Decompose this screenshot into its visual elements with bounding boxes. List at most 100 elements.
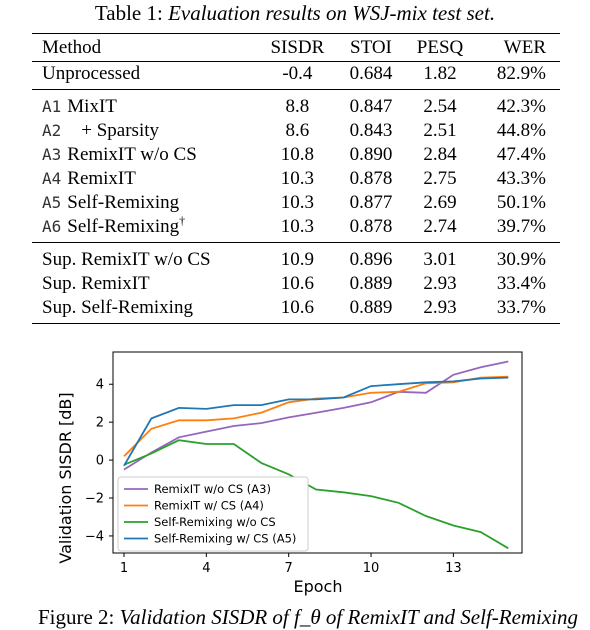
series-line-1 xyxy=(123,360,509,471)
cell-sisdr: 10.8 xyxy=(280,144,314,165)
table-row: A4 RemixIT 10.3 0.878 2.75 43.3% xyxy=(32,167,560,191)
chart-series xyxy=(123,360,509,550)
table-row: A5 Self-Remixing 10.3 0.877 2.69 50.1% xyxy=(32,191,560,215)
method-name: Sup. RemixIT w/o CS xyxy=(42,249,211,270)
y-tick-label: 0 xyxy=(96,454,104,469)
header-sisdr: SISDR xyxy=(257,33,338,62)
x-axis-label: Epoch xyxy=(294,577,343,596)
method-name: + Sparsity xyxy=(81,120,160,141)
cell-wer: 82.9% xyxy=(475,61,560,90)
cell-wer: 33.7% xyxy=(475,296,560,324)
cell-stoi: 0.889 xyxy=(349,273,393,294)
table-row: A1 MixIT 8.8 0.847 2.54 42.3% xyxy=(32,90,560,120)
method-name: Sup. RemixIT xyxy=(42,273,150,294)
legend-label: Self-Remixing w/o CS xyxy=(154,515,276,529)
x-tick-label: 13 xyxy=(445,561,462,576)
figure-caption-label: Figure 2: xyxy=(37,605,115,629)
cell-method: A2 + Sparsity xyxy=(32,119,257,143)
header-wer: WER xyxy=(475,33,560,62)
cell-wer: 50.1% xyxy=(496,192,546,213)
cell-sisdr: 8.6 xyxy=(285,120,310,141)
chart-legend: RemixIT w/o CS (A3) RemixIT w/ CS (A4) Sel… xyxy=(117,476,309,552)
table-row: A2 + Sparsity 8.6 0.843 2.51 44.8% xyxy=(32,119,560,143)
x-tick-label: 1 xyxy=(120,561,128,576)
cell-sisdr: -0.4 xyxy=(257,61,338,90)
cell-pesq: 3.01 xyxy=(423,249,457,270)
row-id: A3 xyxy=(42,145,62,164)
cell-wer: 39.7% xyxy=(475,215,560,243)
series-line-2 xyxy=(123,375,509,457)
series-line-4 xyxy=(123,376,509,467)
cell-method: A6 Self-Remixing† xyxy=(32,213,258,243)
cell-wer: 47.4% xyxy=(496,144,546,165)
cell-method: Sup. Self-Remixing xyxy=(32,296,258,324)
method-name: Self-Remixing xyxy=(67,192,180,213)
table-header-row: Method SISDR STOI PESQ WER xyxy=(32,33,560,62)
cell-wer: 42.3% xyxy=(496,96,546,117)
cell-pesq: 2.93 xyxy=(404,296,476,324)
table-caption: Table 1: Evaluation results on WSJ-mix t… xyxy=(0,0,590,26)
y-axis-label: Validation SISDR [dB] xyxy=(56,392,75,563)
table-row: A3 RemixIT w/o CS 10.8 0.890 2.84 47.4% xyxy=(32,143,560,167)
header-stoi: STOI xyxy=(337,33,405,62)
row-id: A2 xyxy=(42,121,62,140)
row-id: A6 xyxy=(42,217,62,236)
cell-pesq: 2.69 xyxy=(423,192,457,213)
method-name: MixIT xyxy=(67,96,117,117)
cell-stoi: 0.896 xyxy=(349,249,393,270)
cell-wer: 43.3% xyxy=(496,168,546,189)
cell-stoi: 0.878 xyxy=(349,168,393,189)
header-pesq: PESQ xyxy=(404,33,476,62)
method-name: Unprocessed xyxy=(42,63,141,84)
method-name: Self-Remixing xyxy=(67,216,180,237)
cell-sisdr: 8.8 xyxy=(285,96,310,117)
row-id: A4 xyxy=(42,169,62,188)
cell-stoi: 0.684 xyxy=(337,61,405,90)
figure-caption-text: Validation SISDR of f_θ of RemixIT and S… xyxy=(119,605,579,629)
legend-label: RemixIT w/o CS (A3) xyxy=(154,482,271,496)
row-id: A1 xyxy=(42,97,62,116)
row-id: A5 xyxy=(42,193,62,212)
table-row: Sup. RemixIT 10.6 0.889 2.93 33.4% xyxy=(32,272,560,296)
cell-sisdr: 10.3 xyxy=(257,215,338,243)
cell-pesq: 2.75 xyxy=(423,168,457,189)
cell-pesq: 2.54 xyxy=(423,96,457,117)
method-name: Sup. Self-Remixing xyxy=(42,297,193,318)
results-table: Method SISDR STOI PESQ WER Unprocessed -0… xyxy=(32,33,560,324)
dagger-mark: † xyxy=(179,213,186,228)
legend-label: Self-Remixing w/ CS (A5) xyxy=(154,532,296,546)
cell-sisdr: 10.3 xyxy=(280,168,314,189)
y-tick-label: 2 xyxy=(96,416,104,431)
cell-sisdr: 10.6 xyxy=(257,296,338,324)
table-caption-text: Evaluation results on WSJ-mix test set. xyxy=(168,1,496,25)
cell-pesq: 1.82 xyxy=(404,61,476,90)
cell-sisdr: 10.6 xyxy=(280,273,314,294)
y-tick-label: −4 xyxy=(85,529,104,544)
cell-method: Sup. RemixIT xyxy=(32,272,257,296)
cell-stoi: 0.843 xyxy=(349,120,393,141)
series-line-3 xyxy=(123,439,509,550)
table-row: Sup. Self-Remixing 10.6 0.889 2.93 33.7% xyxy=(32,296,560,324)
header-method: Method xyxy=(32,33,258,62)
cell-pesq: 2.84 xyxy=(423,144,457,165)
table-caption-label: Table 1: xyxy=(94,1,163,25)
cell-stoi: 0.877 xyxy=(349,192,393,213)
x-tick-label: 4 xyxy=(202,561,210,576)
cell-stoi: 0.890 xyxy=(349,144,393,165)
cell-wer: 30.9% xyxy=(496,249,546,270)
cell-pesq: 2.51 xyxy=(423,120,457,141)
cell-method: Unprocessed xyxy=(32,61,258,90)
cell-method: A4 RemixIT xyxy=(32,167,257,191)
cell-pesq: 2.93 xyxy=(423,273,457,294)
cell-sisdr: 10.3 xyxy=(280,192,314,213)
x-tick-label: 10 xyxy=(363,561,380,576)
cell-method: Sup. RemixIT w/o CS xyxy=(32,243,257,273)
table-row: A6 Self-Remixing† 10.3 0.878 2.74 39.7% xyxy=(32,215,560,243)
table-row: Unprocessed -0.4 0.684 1.82 82.9% xyxy=(32,61,560,90)
cell-stoi: 0.889 xyxy=(337,296,405,324)
method-name: RemixIT xyxy=(67,168,136,189)
cell-stoi: 0.847 xyxy=(349,96,393,117)
figure-caption: Figure 2: Validation SISDR of f_θ of Rem… xyxy=(0,604,590,630)
table-row: Sup. RemixIT w/o CS 10.9 0.896 3.01 30.9% xyxy=(32,243,560,273)
